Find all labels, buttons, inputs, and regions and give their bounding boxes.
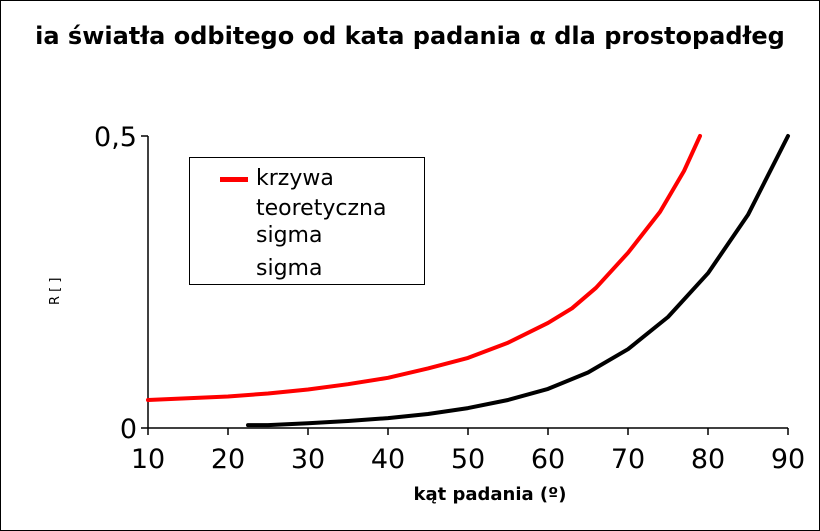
legend-label-1: sigma [256,223,323,248]
legend-label-0a: krzywa [256,166,334,191]
series-line-0 [146,134,702,402]
legend-label-2: sigma [256,256,323,281]
legend-label-0b: teoretyczna [256,196,387,221]
legend: krzywa teoretyczna sigma sigma [189,157,425,285]
x-tick-label: 80 [691,444,725,475]
x-tick-label: 70 [611,444,645,475]
y-axis-label: R [ ] [48,277,63,305]
x-axis-label: kąt padania (º) [413,484,567,505]
chart-title: ia światła odbitego od kata padania α dl… [35,22,785,50]
x-tick-label: 30 [291,444,325,475]
series-line-1 [246,134,790,428]
y-tick-label: 0 [120,414,137,445]
x-tick-label: 90 [771,444,805,475]
x-tick-label: 20 [211,444,245,475]
y-tick-label: 0,5 [94,122,137,153]
x-tick-label: 60 [531,444,565,475]
legend-swatch-krzywa [220,177,248,182]
x-tick-label: 10 [131,444,165,475]
x-tick-label: 40 [371,444,405,475]
x-tick-label: 50 [451,444,485,475]
